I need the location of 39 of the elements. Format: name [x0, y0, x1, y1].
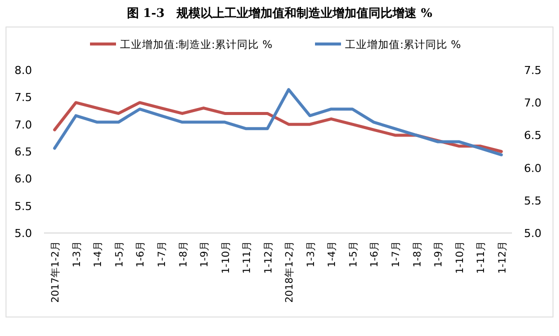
- x-tick-label: 1-11月: [476, 241, 488, 274]
- x-tick-label: 1-4月: [93, 241, 104, 268]
- y-tick-label: 6.5: [14, 146, 32, 158]
- x-tick-label: 1-6月: [136, 241, 147, 268]
- x-tick-label: 1-8月: [412, 241, 424, 268]
- legend-label: 工业增加值:制造业:累计同比 %: [120, 38, 272, 51]
- y-tick-label: 6.0: [14, 172, 32, 186]
- y2-tick-label: 6.5: [524, 129, 542, 142]
- x-tick-label: 1-5月: [114, 241, 126, 268]
- line-series: [53, 88, 503, 156]
- x-tick-label: 1-7月: [157, 241, 168, 268]
- y-tick-label: 8.0: [14, 64, 32, 77]
- legend-label: 工业增加值:累计同比 %: [345, 38, 461, 51]
- x-tick-label: 1-8月: [178, 241, 190, 268]
- chart-title: 图 1-3 规模以上工业增加值和制造业增加值同比增速 %: [126, 6, 433, 20]
- y-tick-label: 5.0: [14, 227, 32, 240]
- x-tick-label: 1-12月: [497, 241, 508, 274]
- y2-tick-label: 7.0: [524, 96, 542, 110]
- x-tick-label: 1-9月: [434, 241, 445, 268]
- x-tick-label: 1-3月: [72, 241, 83, 268]
- x-tick-label: 1-7月: [391, 241, 402, 268]
- y-tick-label: 7.5: [14, 91, 32, 104]
- y-tick-label: 7.0: [14, 118, 32, 132]
- x-tick-label: 2017年1-2月: [50, 241, 62, 303]
- x-tick-label: 1-10月: [454, 241, 466, 274]
- x-tick-label: 1-5月: [348, 241, 360, 268]
- y2-tick-label: 7.5: [524, 64, 542, 77]
- y2-tick-label: 5.5: [524, 194, 542, 208]
- x-tick-label: 1-11月: [242, 241, 254, 274]
- x-tick-label: 1-3月: [306, 241, 317, 268]
- x-tick-label: 1-9月: [200, 241, 211, 268]
- x-tick-label: 1-12月: [263, 241, 274, 274]
- x-tick-label: 2018年1-2月: [284, 241, 296, 303]
- x-tick-label: 1-10月: [220, 241, 232, 274]
- x-tick-label: 1-6月: [370, 241, 381, 268]
- y2-tick-label: 5.0: [524, 227, 542, 240]
- y2-tick-label: 6.0: [524, 162, 542, 175]
- y-tick-label: 5.5: [14, 200, 32, 213]
- x-tick-label: 1-4月: [327, 241, 338, 268]
